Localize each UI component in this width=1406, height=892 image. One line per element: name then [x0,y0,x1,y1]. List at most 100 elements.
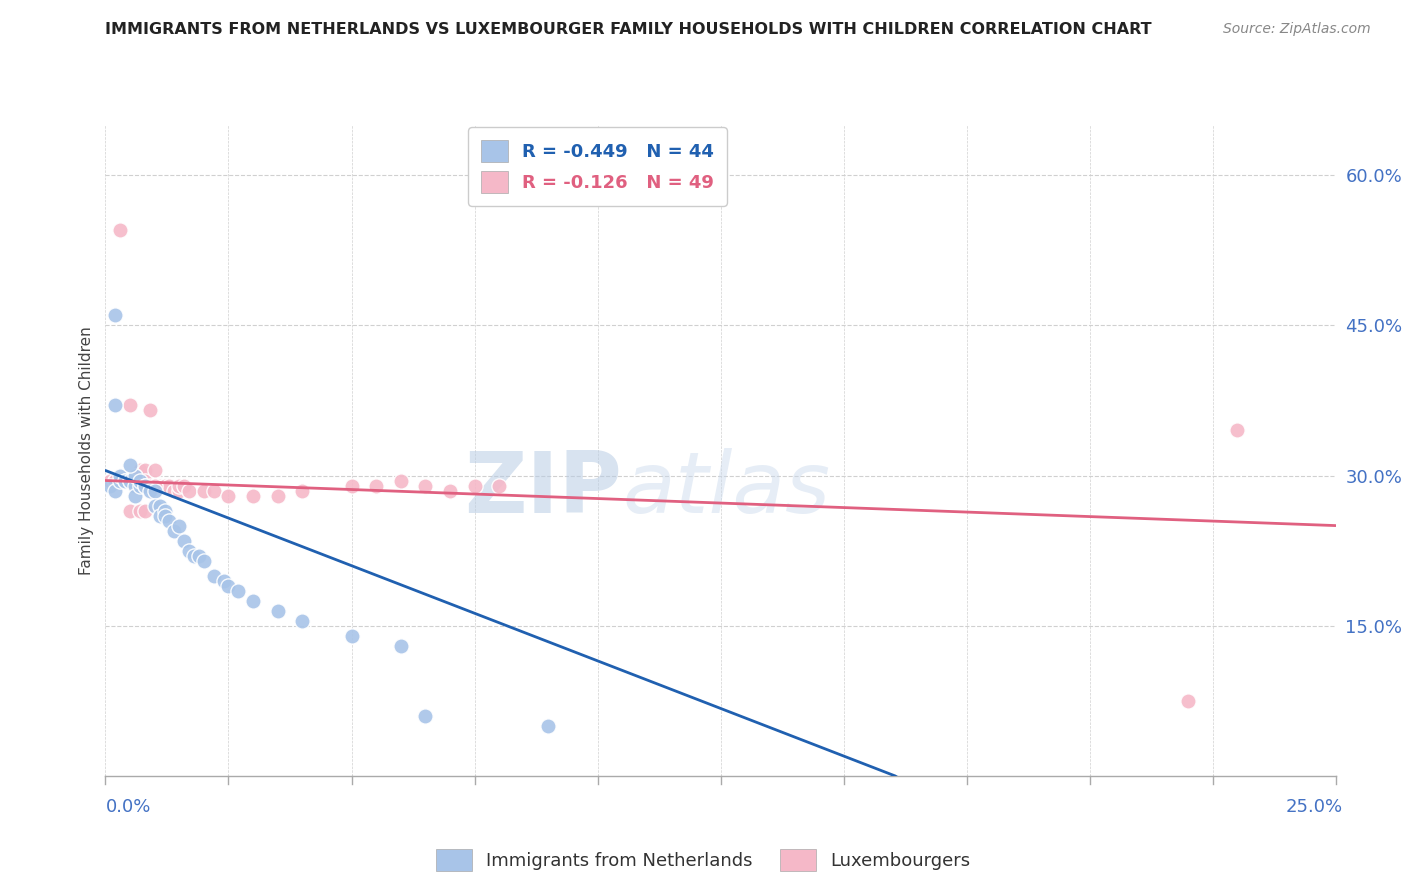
Point [120,458,141,473]
Point [340,478,363,492]
Point [114,474,136,488]
Point [134,503,156,517]
Point [1226,424,1249,438]
Point [291,614,314,628]
Point [124,489,146,503]
Point [291,483,314,498]
Point [129,478,152,492]
Point [124,474,146,488]
Point [120,503,141,517]
Point [153,478,176,492]
Point [120,398,141,412]
Point [413,478,436,492]
Point [124,468,146,483]
Point [149,508,172,523]
Legend: Immigrants from Netherlands, Luxembourgers: Immigrants from Netherlands, Luxembourge… [429,842,977,879]
Point [242,489,264,503]
Point [129,503,152,517]
Point [120,474,141,488]
Point [98,474,122,488]
Point [124,478,146,492]
Point [163,524,186,538]
Point [143,463,166,477]
Point [173,478,195,492]
Legend: R = -0.449   N = 44, R = -0.126   N = 49: R = -0.449 N = 44, R = -0.126 N = 49 [468,128,727,206]
Point [110,468,132,483]
Text: Source: ZipAtlas.com: Source: ZipAtlas.com [1223,22,1371,37]
Point [124,474,146,488]
Point [188,549,211,563]
Point [138,478,162,492]
Point [114,474,136,488]
Text: atlas: atlas [621,448,830,531]
Point [173,533,195,548]
Point [267,489,290,503]
Text: 25.0%: 25.0% [1285,798,1343,816]
Point [110,474,132,488]
Point [366,478,388,492]
Text: ZIP: ZIP [464,448,621,531]
Text: IMMIGRANTS FROM NETHERLANDS VS LUXEMBOURGER FAMILY HOUSEHOLDS WITH CHILDREN CORR: IMMIGRANTS FROM NETHERLANDS VS LUXEMBOUR… [105,22,1152,37]
Point [134,478,156,492]
Point [104,474,127,488]
Point [169,478,191,492]
Point [169,518,191,533]
Point [228,583,250,598]
Point [464,478,486,492]
Point [98,478,122,492]
Point [163,483,186,498]
Y-axis label: Family Households with Children: Family Households with Children [79,326,94,574]
Text: 0.0%: 0.0% [105,798,150,816]
Point [120,474,141,488]
Point [143,478,166,492]
Point [202,483,225,498]
Point [218,579,240,593]
Point [153,478,176,492]
Point [340,629,363,643]
Point [129,463,152,477]
Point [129,474,152,488]
Point [267,604,290,618]
Point [114,474,136,488]
Point [143,499,166,513]
Point [110,474,132,488]
Point [169,483,191,498]
Point [488,478,510,492]
Point [134,474,156,488]
Point [1177,694,1199,708]
Point [218,489,240,503]
Point [124,468,146,483]
Point [114,474,136,488]
Point [134,478,156,492]
Point [159,514,180,528]
Point [153,503,176,517]
Point [104,308,127,322]
Point [212,574,235,588]
Point [537,719,560,733]
Point [183,549,205,563]
Point [143,483,166,498]
Point [138,403,162,417]
Point [413,709,436,723]
Point [129,474,152,488]
Point [104,474,127,488]
Point [134,463,156,477]
Point [138,483,162,498]
Point [110,223,132,237]
Point [202,568,225,582]
Point [120,474,141,488]
Point [179,543,201,558]
Point [242,593,264,607]
Point [110,474,132,488]
Point [389,639,412,653]
Point [439,483,461,498]
Point [149,478,172,492]
Point [193,554,215,568]
Point [104,483,127,498]
Point [104,398,127,412]
Point [149,499,172,513]
Point [143,478,166,492]
Point [159,478,180,492]
Point [193,483,215,498]
Point [179,483,201,498]
